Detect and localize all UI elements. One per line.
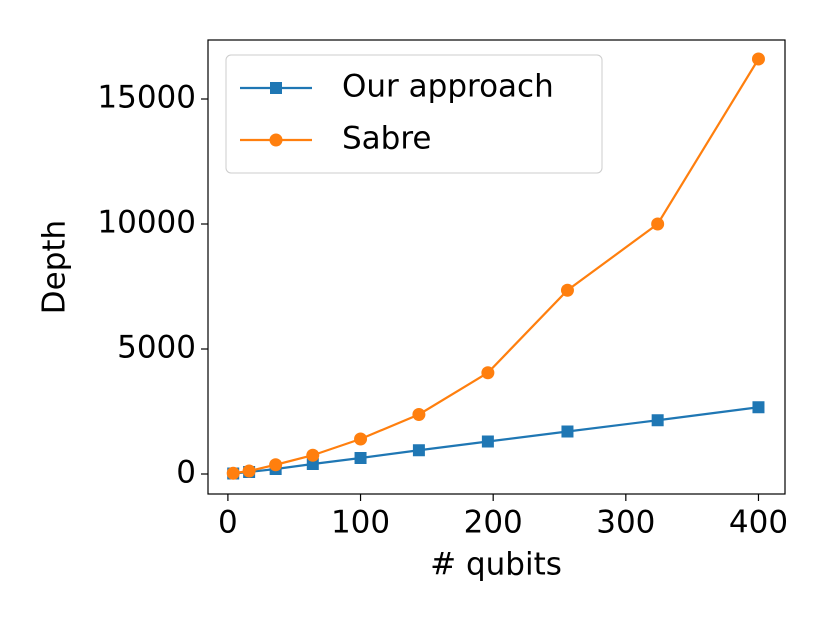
legend-label: Our approach <box>342 69 554 105</box>
plot-frame <box>207 39 786 495</box>
marker <box>354 432 368 446</box>
legend-label: Sabre <box>342 121 432 157</box>
legend-marker <box>270 82 282 94</box>
marker <box>481 366 495 380</box>
x-tick-label: 300 <box>596 505 655 541</box>
y-tick-label: 0 <box>176 455 196 491</box>
y-axis-label: Depth <box>37 220 73 314</box>
marker <box>354 452 367 464</box>
x-tick-label: 400 <box>729 505 788 541</box>
marker <box>412 444 425 457</box>
marker <box>306 448 320 462</box>
marker <box>751 52 765 66</box>
x-axis-label: # qubits <box>430 547 562 583</box>
marker <box>651 217 665 231</box>
y-tick-label: 5000 <box>117 330 196 366</box>
marker <box>412 408 426 421</box>
marker <box>752 401 765 414</box>
marker <box>651 414 664 427</box>
series-line <box>233 58 760 475</box>
marker <box>269 458 283 472</box>
x-tick-label: 100 <box>331 505 390 541</box>
marker <box>481 435 494 448</box>
marker <box>242 464 256 478</box>
x-tick-label: 0 <box>218 505 238 541</box>
marker <box>226 466 240 480</box>
marker <box>561 425 574 438</box>
series-line <box>233 406 759 475</box>
x-tick-label: 200 <box>464 505 523 541</box>
y-tick-label: 10000 <box>97 205 196 241</box>
legend-marker <box>269 133 283 147</box>
legend-box <box>225 54 603 174</box>
marker <box>560 283 574 297</box>
y-tick-label: 15000 <box>97 80 196 116</box>
